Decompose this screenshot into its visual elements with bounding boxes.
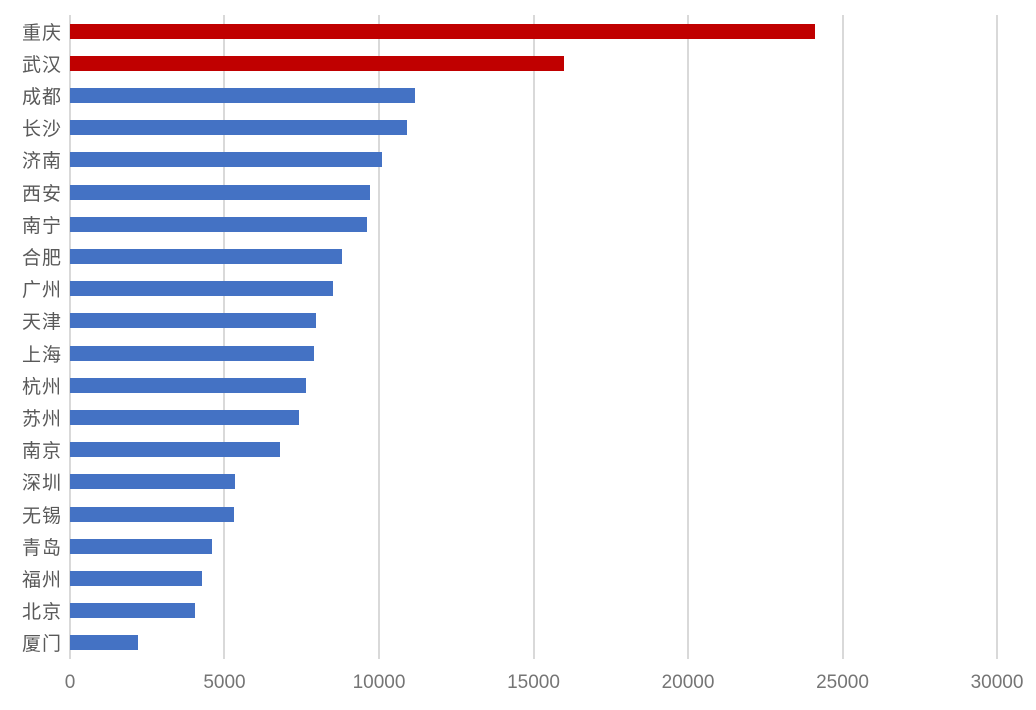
bar: [70, 184, 370, 200]
bar: [70, 88, 415, 103]
category-label: 济南: [21, 151, 62, 173]
bar: [70, 603, 196, 619]
gridline: [686, 15, 689, 659]
bar-row: [70, 498, 997, 530]
plot-area: [69, 15, 998, 659]
y-axis-category-labels: 重庆武汉成都长沙济南西安南宁合肥广州天津上海杭州苏州南京深圳无锡青岛福州北京厦门: [0, 15, 62, 659]
bar-row: [70, 305, 997, 337]
bar: [70, 571, 202, 587]
bar-row: [70, 530, 997, 562]
category-label: 青岛: [21, 537, 62, 559]
bar: [70, 120, 407, 136]
bar-row: [70, 15, 997, 47]
bar: [70, 152, 383, 168]
category-label: 成都: [21, 87, 62, 108]
bar: [70, 377, 307, 393]
category-label: 武汉: [21, 54, 62, 76]
bar-row: [70, 47, 997, 79]
bar: [70, 281, 333, 297]
x-tick-label: 25000: [816, 672, 869, 693]
bar: [70, 506, 234, 522]
category-label: 上海: [21, 344, 62, 366]
category-label: 无锡: [21, 505, 62, 527]
bar: [70, 216, 367, 232]
gridline: [532, 15, 535, 659]
category-label: 合肥: [21, 248, 62, 270]
bar-row: [70, 401, 997, 433]
bar-row: [70, 562, 997, 594]
gridline: [996, 15, 998, 659]
category-label: 南宁: [21, 215, 62, 237]
bar-row: [70, 240, 997, 272]
bar: [70, 410, 299, 426]
category-label: 南京: [21, 441, 62, 463]
gridline: [223, 15, 226, 659]
x-axis-tick-labels: 0 5000 10000 15000 20000 25000 30000: [65, 672, 1024, 698]
category-label: 福州: [21, 570, 62, 592]
bar: [70, 538, 213, 554]
category-label: 天津: [21, 312, 62, 334]
bar-series: [70, 15, 997, 659]
category-label: 深圳: [21, 473, 62, 495]
category-label: 苏州: [21, 409, 62, 431]
category-label: 重庆: [21, 22, 62, 44]
bar-row: [70, 176, 997, 208]
bar-row: [70, 595, 997, 627]
bar: [70, 474, 236, 490]
bar: [70, 23, 815, 39]
bar-row: [70, 369, 997, 401]
category-label: 广州: [21, 280, 62, 302]
bar-row: [70, 337, 997, 369]
bar: [70, 55, 565, 71]
bar-row: [70, 627, 997, 659]
bar-row: [70, 112, 997, 144]
bar: [70, 442, 281, 458]
x-tick-label: 20000: [661, 672, 715, 693]
bar: [70, 635, 138, 651]
category-label: 西安: [21, 183, 62, 205]
gridline: [841, 15, 844, 659]
bar: [70, 313, 316, 329]
category-label: 厦门: [21, 634, 62, 656]
bar-row: [70, 466, 997, 498]
bar-row: [70, 208, 997, 240]
category-label: 北京: [21, 602, 62, 624]
x-tick-label: 0: [64, 672, 76, 693]
bar-row: [70, 144, 997, 176]
gridline: [69, 15, 71, 659]
x-tick-label: 10000: [352, 672, 406, 693]
bar-row: [70, 79, 997, 111]
category-label: 长沙: [21, 119, 62, 141]
x-tick-label: 30000: [970, 672, 1024, 693]
gridline: [377, 15, 380, 659]
bar: [70, 249, 342, 265]
x-tick-label: 5000: [203, 672, 246, 693]
x-tick-label: 15000: [507, 672, 560, 693]
bar: [70, 345, 315, 361]
bar-row: [70, 434, 997, 466]
bar-row: [70, 273, 997, 305]
category-label: 杭州: [21, 376, 62, 398]
